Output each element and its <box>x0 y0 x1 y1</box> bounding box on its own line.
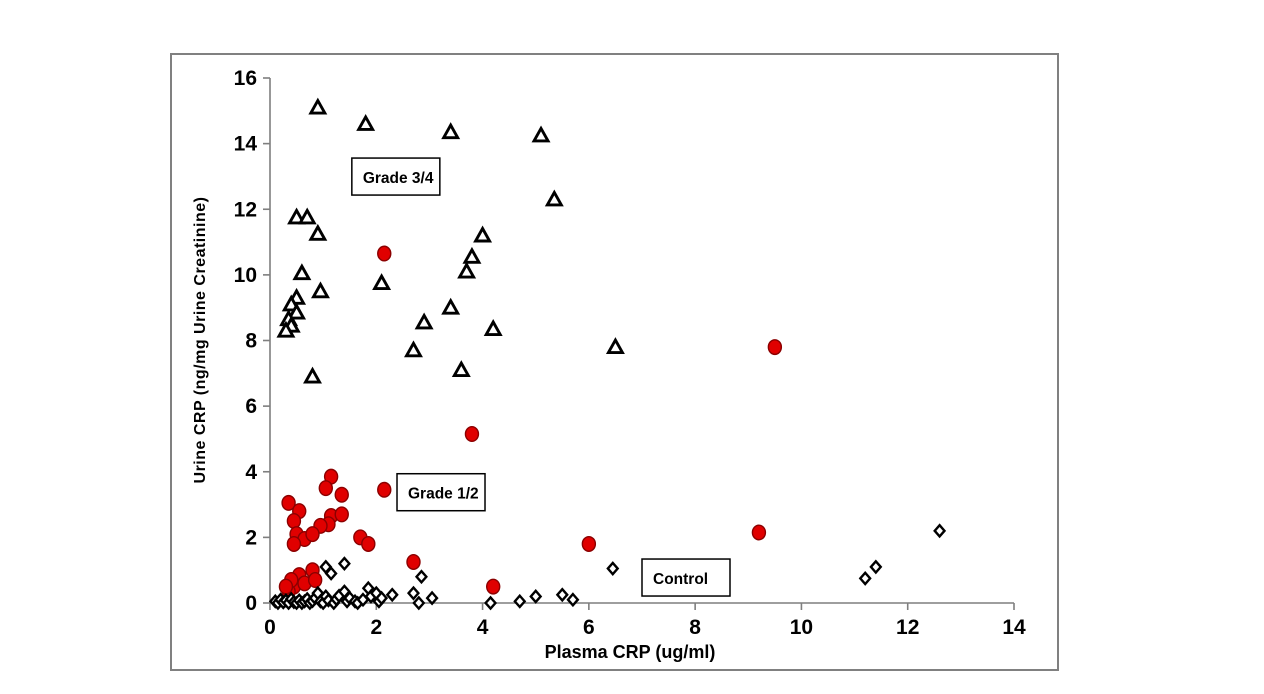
annotation-label-grade-3-4: Grade 3/4 <box>363 170 434 187</box>
data-point-diamond <box>375 590 389 606</box>
data-point-circle <box>286 535 302 552</box>
y-tick-label: 8 <box>245 330 257 353</box>
data-point-diamond <box>858 570 872 586</box>
data-point-diamond <box>414 569 428 585</box>
data-point-diamond <box>406 585 420 601</box>
data-point-diamond <box>513 593 527 609</box>
data-point-diamond <box>425 590 439 606</box>
y-tick-label: 6 <box>245 395 257 418</box>
data-point-diamond <box>385 587 399 603</box>
x-tick-label: 2 <box>370 616 382 639</box>
data-point-circle <box>581 535 597 552</box>
series-grade-1-2 <box>278 245 783 600</box>
data-point-circle <box>278 578 294 595</box>
series-grade-3-4 <box>276 97 625 384</box>
data-point-circle <box>767 339 783 356</box>
y-tick-label: 2 <box>245 526 257 549</box>
data-point-triangle <box>483 319 503 336</box>
data-point-diamond <box>566 592 580 608</box>
x-tick-labels: 0 2 4 6 8 10 12 14 <box>264 616 1026 639</box>
data-point-triangle <box>303 366 322 384</box>
data-point-circle <box>361 535 376 552</box>
x-tick-label: 12 <box>896 616 919 639</box>
data-point-circle <box>377 481 392 498</box>
data-point-triangle <box>544 189 564 207</box>
data-point-diamond <box>412 595 426 611</box>
x-axis-title: Plasma CRP (ug/ml) <box>545 642 716 662</box>
data-point-diamond <box>869 559 883 575</box>
annotation-label-grade-1-2: Grade 1/2 <box>408 486 479 503</box>
x-tick-label: 10 <box>790 616 813 639</box>
annotations: Grade 3/4 Grade 1/2 Control <box>351 157 731 597</box>
annotation-label-control: Control <box>653 571 708 588</box>
x-tick-label: 14 <box>1002 616 1026 639</box>
data-point-triangle <box>276 320 296 338</box>
data-point-triangle <box>292 263 312 281</box>
data-point-triangle <box>441 297 461 315</box>
series-control <box>268 523 947 611</box>
data-point-triangle <box>287 207 307 225</box>
y-tick-label: 16 <box>234 67 257 90</box>
data-point-circle <box>464 426 480 443</box>
y-tick-label: 14 <box>234 133 258 156</box>
axes <box>263 77 1015 610</box>
data-point-circle <box>486 578 501 595</box>
y-tick-label: 12 <box>234 198 257 221</box>
data-point-diamond <box>337 556 351 572</box>
data-point-triangle <box>531 125 551 143</box>
data-point-triangle <box>457 261 477 279</box>
x-tick-label: 8 <box>689 616 701 639</box>
data-point-circle <box>307 572 323 589</box>
y-tick-label: 0 <box>245 592 257 615</box>
data-point-triangle <box>414 312 434 330</box>
data-point-triangle <box>311 281 330 299</box>
annotation-box-grade-1-2 <box>396 472 486 512</box>
y-tick-labels: 0 2 4 6 8 10 12 14 16 <box>234 67 258 615</box>
data-point-circle <box>305 526 320 543</box>
x-tick-label: 6 <box>583 616 595 639</box>
data-point-triangle <box>287 302 307 320</box>
x-tick-label: 0 <box>264 616 276 639</box>
data-point-circle <box>377 245 392 262</box>
y-tick-label: 4 <box>245 461 257 484</box>
data-point-triangle <box>441 122 461 140</box>
data-point-circle <box>406 553 421 570</box>
data-point-diamond <box>324 566 338 581</box>
data-point-circle <box>281 494 296 511</box>
data-point-diamond <box>933 523 947 539</box>
annotation-box-grade-3-4 <box>351 157 441 196</box>
data-point-triangle <box>308 223 328 241</box>
data-point-triangle <box>473 225 493 243</box>
data-point-triangle <box>372 273 392 291</box>
data-point-diamond <box>484 595 498 611</box>
data-point-triangle <box>297 207 317 225</box>
data-point-triangle <box>308 97 328 115</box>
data-point-triangle <box>404 340 423 358</box>
y-tick-label: 10 <box>234 264 257 287</box>
data-point-diamond <box>529 589 543 604</box>
y-axis-title: Urine CRP (ng/mg Urine Creatinine) <box>192 197 209 484</box>
data-point-circle <box>751 524 767 541</box>
data-point-circle <box>334 506 349 523</box>
data-point-diamond <box>555 587 569 603</box>
annotation-box-control <box>641 558 731 597</box>
data-point-triangle <box>462 246 482 264</box>
data-point-diamond <box>606 561 620 576</box>
data-point-triangle <box>451 360 471 377</box>
data-point-circle <box>286 512 302 529</box>
data-point-circle <box>334 486 349 503</box>
x-tick-label: 4 <box>477 616 489 639</box>
data-point-triangle <box>356 113 376 131</box>
data-point-circle <box>318 480 333 497</box>
data-point-triangle <box>605 337 625 355</box>
